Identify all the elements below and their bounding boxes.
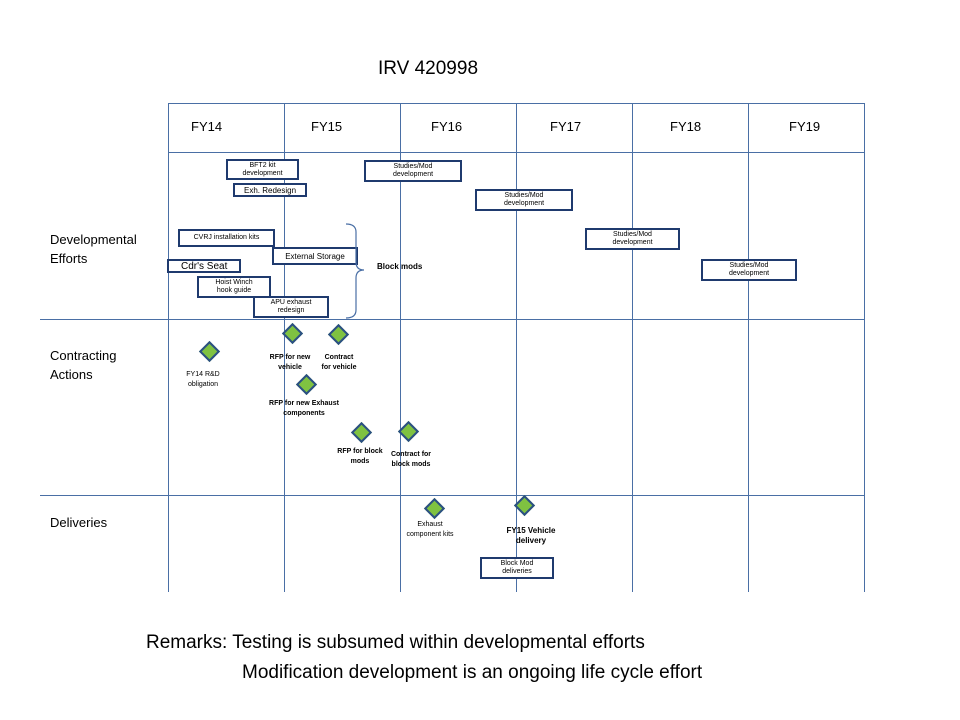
fy-header: FY17	[550, 119, 582, 134]
task-cdrs-seat: Cdr's Seat	[167, 259, 241, 273]
task-exh-redesign: Exh. Redesign	[233, 183, 307, 197]
milestone-diamond-icon	[397, 420, 420, 443]
milestone-label: RFP for new Exhaust components	[269, 400, 339, 417]
row-label-contracting: Contracting Actions	[50, 348, 117, 382]
grid-line	[168, 103, 169, 592]
grid-line	[400, 103, 401, 592]
task-apu-exhaust: APU exhaust redesign	[253, 296, 329, 318]
milestone-label: RFP for new vehicle	[269, 354, 311, 371]
row-label-deliveries: Deliveries	[50, 515, 108, 530]
milestone-label: FY14 R&D obligation	[186, 371, 220, 388]
grid-line	[516, 103, 517, 592]
milestone-diamond-icon	[281, 322, 304, 345]
milestone-diamond-icon	[198, 340, 221, 363]
fy-header: FY19	[789, 119, 821, 134]
grid-line	[748, 103, 749, 592]
grid-line	[168, 152, 865, 153]
milestone-label: FY15 Vehicle delivery	[506, 526, 556, 545]
task-studies-fy18: Studies/Mod development	[585, 228, 680, 250]
fy-header: FY14	[191, 119, 223, 134]
task-studies-fy16: Studies/Mod development	[364, 160, 462, 182]
task-external-storage: External Storage	[272, 247, 358, 265]
grid-line	[284, 103, 285, 592]
row-label-developmental: Developmental Efforts	[50, 232, 137, 266]
milestone-label: Contract for block mods	[390, 451, 432, 468]
milestone-label: Contract for vehicle	[321, 354, 357, 371]
block-mods-label: Block mods	[377, 262, 423, 271]
milestone-diamond-icon	[350, 421, 373, 444]
grid-line	[168, 103, 865, 104]
milestone-diamond-icon	[423, 497, 446, 520]
task-studies-fy17: Studies/Mod development	[475, 189, 573, 211]
task-cvrj-kits: CVRJ installation kits	[178, 229, 275, 247]
task-hoist-winch: Hoist Winch hook guide	[197, 276, 271, 298]
milestone-label: RFP for block mods	[337, 448, 383, 465]
fy-header: FY18	[670, 119, 702, 134]
block-mods-brace	[345, 223, 365, 319]
grid-line	[632, 103, 633, 592]
page-title: IRV 420998	[378, 58, 479, 79]
grid-line	[40, 319, 865, 320]
milestone-diamond-icon	[513, 494, 536, 517]
grid-line	[40, 495, 865, 496]
milestone-label: Exhaust component kits	[406, 521, 454, 538]
grid-line	[864, 103, 865, 592]
task-studies-fy19: Studies/Mod development	[701, 259, 797, 281]
remarks-line-2: Modification development is an ongoing l…	[242, 662, 703, 683]
task-block-mod-deliveries: Block Mod deliveries	[480, 557, 554, 579]
remarks-line-1: Remarks: Testing is subsumed within deve…	[146, 632, 645, 653]
fy-header: FY15	[311, 119, 343, 134]
task-bft2-kit: BFT2 kit development	[226, 159, 299, 180]
milestone-diamond-icon	[327, 323, 350, 346]
fy-header: FY16	[431, 119, 463, 134]
milestone-diamond-icon	[295, 373, 318, 396]
